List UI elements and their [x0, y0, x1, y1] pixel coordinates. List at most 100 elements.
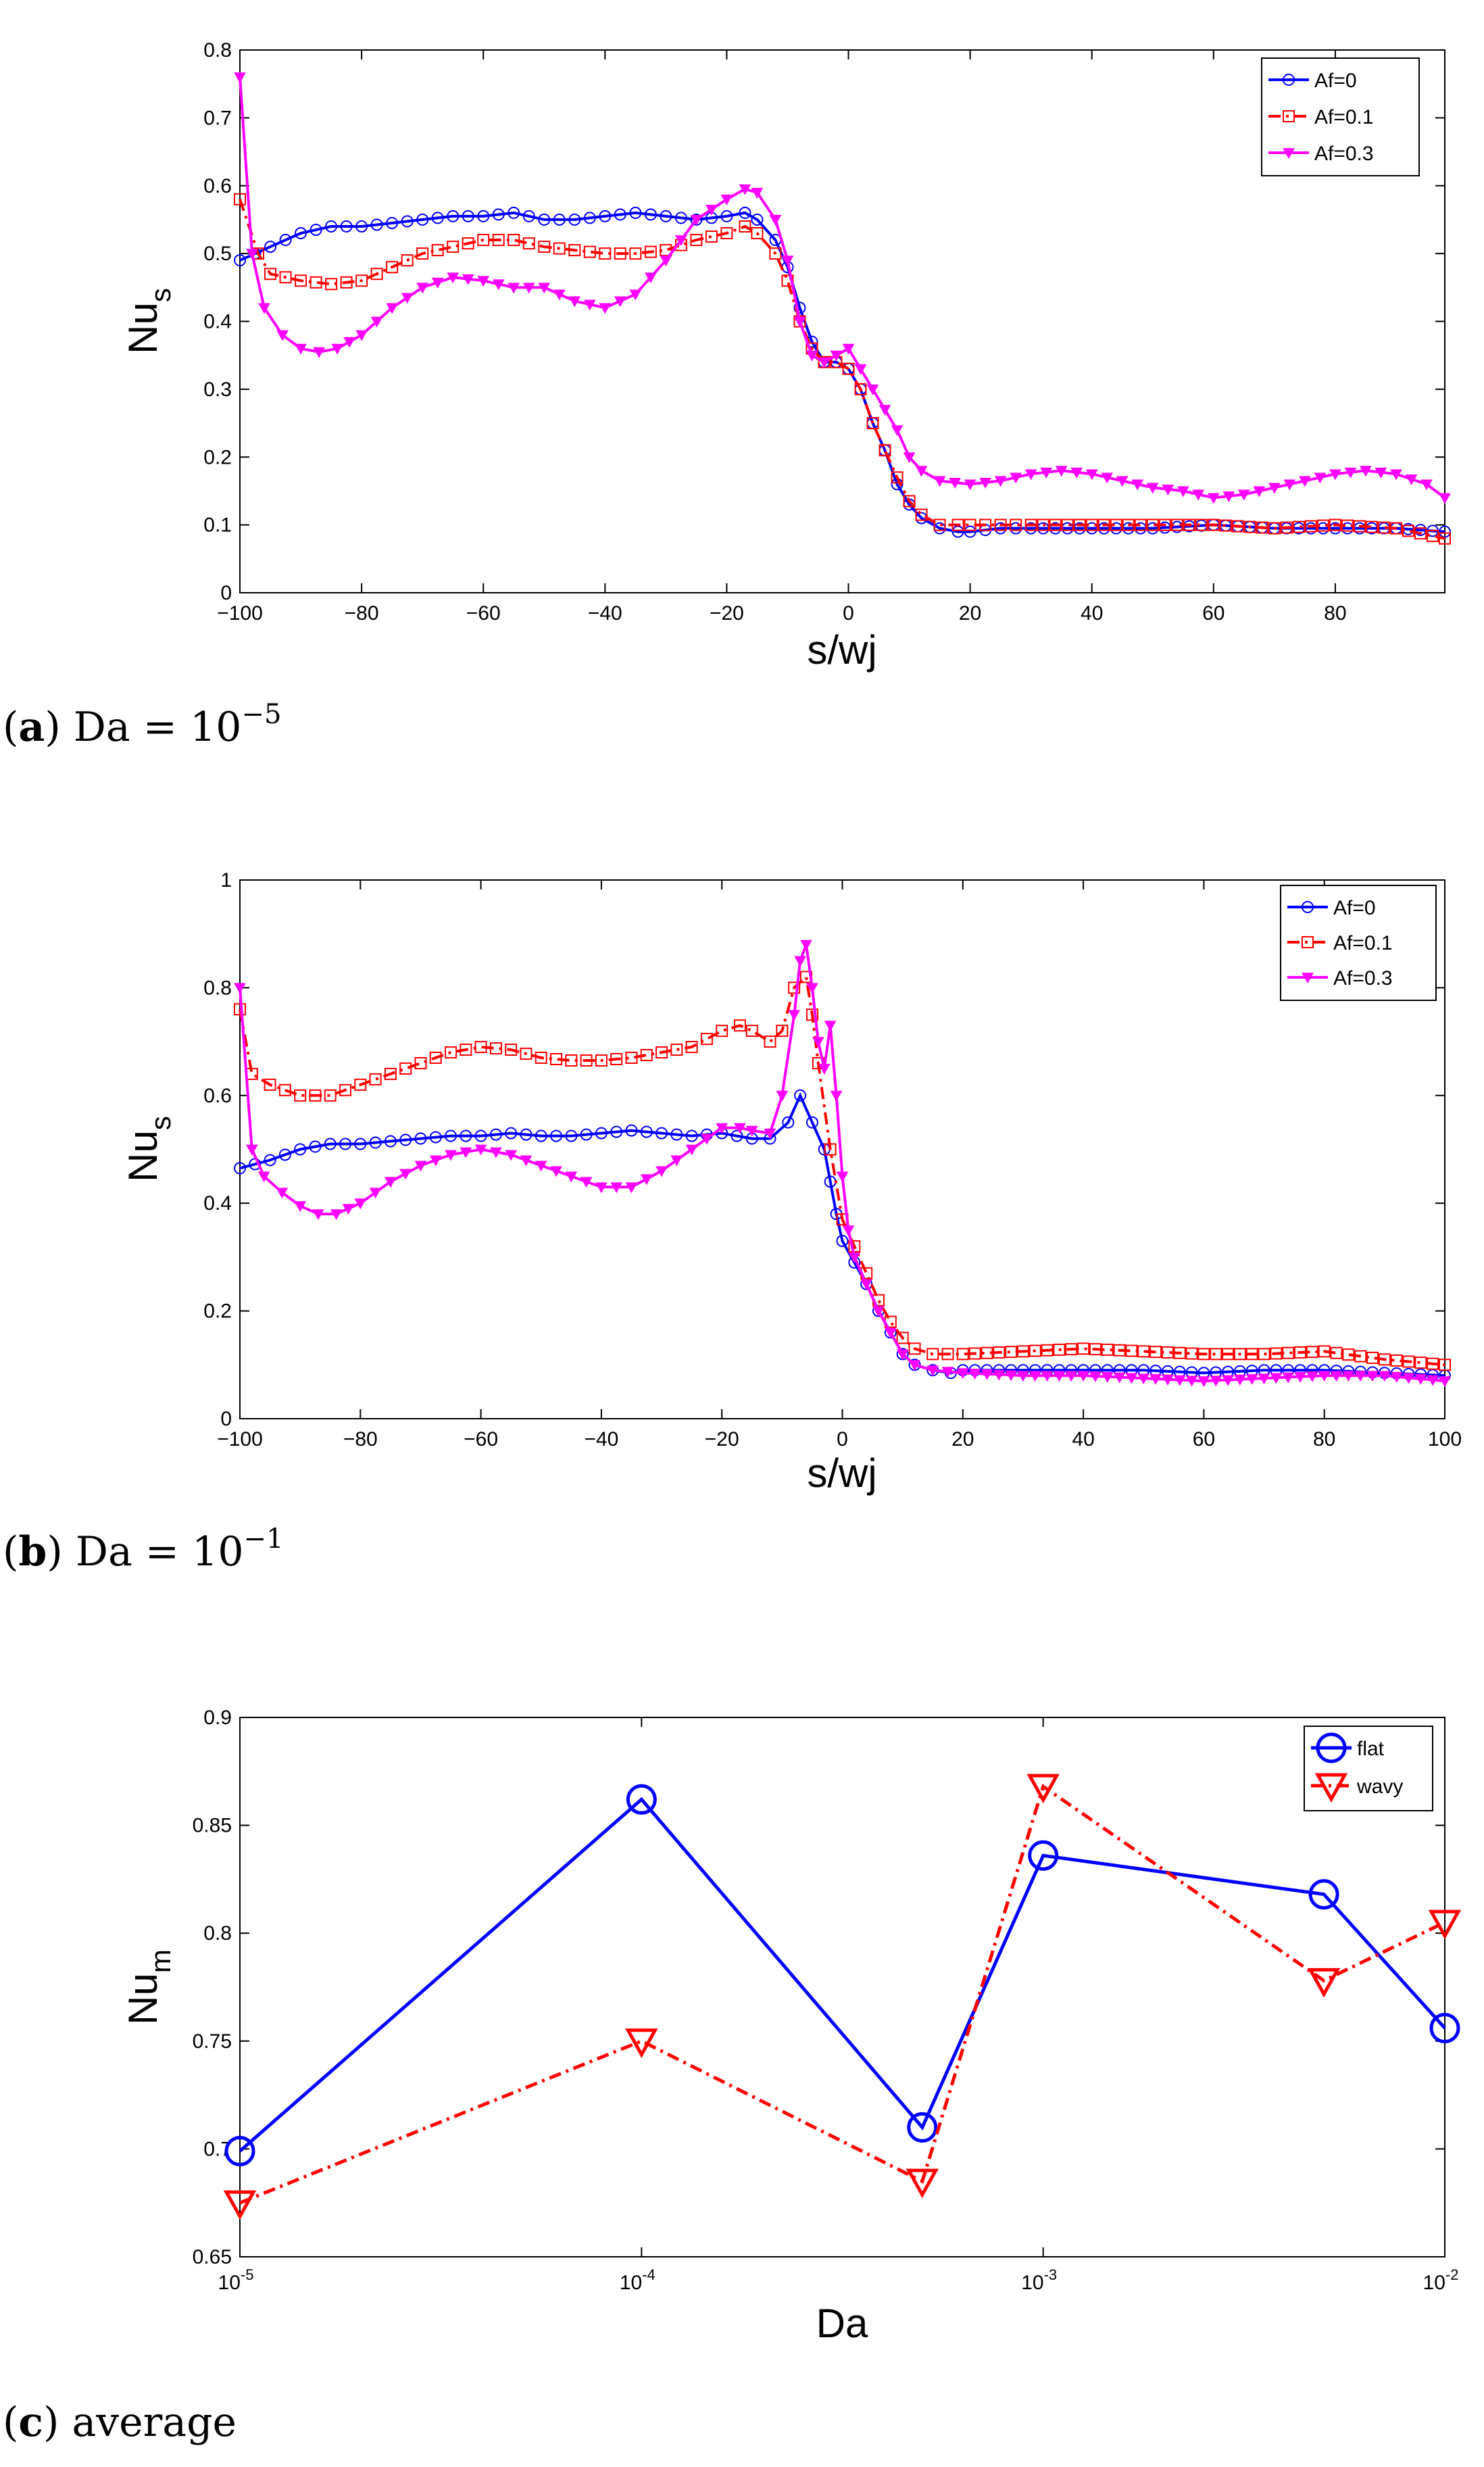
data-point	[1439, 493, 1451, 504]
data-point	[508, 283, 520, 294]
data-point	[614, 296, 626, 308]
data-point	[610, 1053, 623, 1066]
data-point	[340, 276, 353, 289]
data-point	[629, 247, 642, 260]
data-point	[1089, 1371, 1102, 1383]
data-point	[701, 1133, 713, 1145]
data-point	[1365, 520, 1378, 533]
y-tick-label: 0	[220, 582, 232, 604]
data-point	[964, 518, 976, 531]
data-point	[806, 350, 818, 362]
data-point	[1222, 491, 1235, 502]
data-point	[462, 237, 474, 250]
series-wavy	[223, 1774, 1462, 2220]
legend-label: Af=0.3	[1333, 967, 1393, 990]
x-tick-label: 80	[1324, 602, 1346, 625]
data-point	[1439, 532, 1451, 545]
data-point	[1245, 1348, 1258, 1361]
y-tick-label: 0.6	[203, 1085, 232, 1107]
data-point	[1085, 469, 1098, 481]
data-point	[981, 1369, 993, 1380]
legend-label: Af=0.1	[1333, 932, 1393, 954]
data-point	[979, 518, 992, 531]
data-point	[1110, 518, 1122, 531]
legend-c: flat wavy	[1304, 1726, 1433, 1811]
plot-frame-a	[239, 49, 1445, 593]
data-point	[399, 1169, 412, 1180]
data-point	[1402, 1373, 1415, 1384]
data-point	[842, 343, 855, 355]
data-point	[793, 316, 806, 328]
data-point	[812, 1037, 824, 1048]
data-point	[331, 343, 343, 355]
legend-marker	[1283, 148, 1295, 160]
data-point	[842, 1225, 855, 1237]
data-point	[830, 350, 843, 362]
data-point	[508, 206, 520, 219]
data-point	[776, 1025, 789, 1037]
data-point	[1344, 467, 1357, 479]
ylabel-a: Nus	[120, 288, 176, 354]
xlabel-c: Da	[816, 2301, 868, 2346]
data-point	[386, 303, 398, 314]
data-point	[818, 1064, 831, 1075]
plot-frame-c	[239, 1717, 1445, 2257]
data-point	[431, 244, 444, 257]
data-point	[474, 1144, 487, 1156]
data-point	[1366, 1371, 1379, 1382]
data-point	[1318, 1345, 1331, 1358]
data-point	[625, 1124, 638, 1137]
data-point	[1360, 466, 1372, 477]
data-point	[993, 1346, 1006, 1359]
data-point	[1197, 1348, 1210, 1361]
data-point	[384, 1135, 397, 1148]
data-point	[1237, 489, 1250, 501]
data-point	[824, 1143, 837, 1156]
y-tick-label: 0.8	[203, 1922, 232, 1945]
data-point	[685, 1144, 698, 1156]
data-point	[706, 204, 718, 216]
data-point	[447, 272, 460, 284]
caption-b: (b) Da = 10−1	[3, 1523, 283, 1576]
data-point	[644, 208, 657, 221]
data-point	[1256, 521, 1268, 534]
data-point	[295, 274, 307, 287]
data-point	[369, 1073, 382, 1085]
data-point	[294, 1089, 307, 1102]
data-point	[854, 383, 867, 395]
data-point	[660, 210, 672, 222]
data-point	[751, 213, 764, 226]
data-point	[445, 1150, 457, 1161]
data-point	[553, 289, 566, 301]
data-point	[1353, 520, 1366, 533]
data-point	[896, 1332, 909, 1344]
data-point	[830, 1090, 843, 1102]
x-tick-label: −20	[705, 1428, 739, 1450]
data-point	[1131, 479, 1144, 491]
data-point	[1329, 518, 1341, 531]
data-point	[447, 241, 460, 253]
data-point	[445, 1046, 457, 1059]
data-point	[1341, 519, 1354, 532]
data-point	[234, 254, 246, 267]
data-point	[369, 1136, 382, 1149]
data-point	[1270, 1347, 1283, 1360]
data-point	[1029, 1371, 1041, 1382]
data-point	[1427, 1357, 1439, 1370]
data-point	[445, 1129, 457, 1142]
data-point	[295, 343, 307, 355]
data-point	[583, 299, 596, 311]
caption-c: (c) average	[3, 2399, 237, 2446]
data-point	[1077, 1371, 1089, 1382]
data-point	[1304, 520, 1317, 533]
data-point	[276, 1188, 289, 1199]
data-point	[354, 1198, 367, 1210]
data-point	[968, 1347, 981, 1360]
data-point	[1439, 1376, 1451, 1388]
data-point	[720, 210, 733, 222]
data-point	[739, 206, 751, 219]
data-point	[1402, 524, 1414, 537]
data-point	[1134, 518, 1147, 531]
data-point	[550, 1166, 562, 1177]
data-point	[941, 1348, 954, 1361]
